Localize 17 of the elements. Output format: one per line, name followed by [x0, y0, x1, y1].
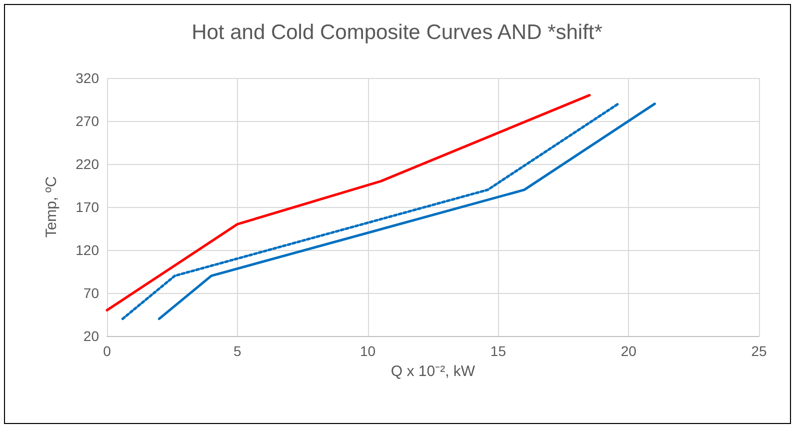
y-tick-label: 320: [76, 70, 100, 86]
y-axis-title: Temp, ºC: [43, 176, 60, 238]
x-tick-label: 5: [234, 343, 242, 359]
x-tick-label: 0: [103, 343, 112, 359]
x-tick-label: 20: [620, 343, 637, 359]
y-tick-label: 120: [76, 242, 100, 258]
x-axis-title: Q x 10⁻², kW: [390, 363, 476, 380]
y-tick-label: 70: [83, 285, 100, 301]
y-tick-label: 220: [76, 156, 100, 172]
line-series: [106, 94, 591, 312]
x-tick-label: 25: [751, 343, 767, 359]
x-tick-label: 15: [490, 343, 506, 359]
x-tick-label: 10: [360, 343, 376, 359]
y-tick-label: 170: [76, 199, 100, 215]
y-tick-label: 270: [76, 113, 100, 129]
y-tick-label: 20: [83, 328, 100, 344]
chart-title: Hot and Cold Composite Curves AND *shift*: [192, 21, 602, 44]
